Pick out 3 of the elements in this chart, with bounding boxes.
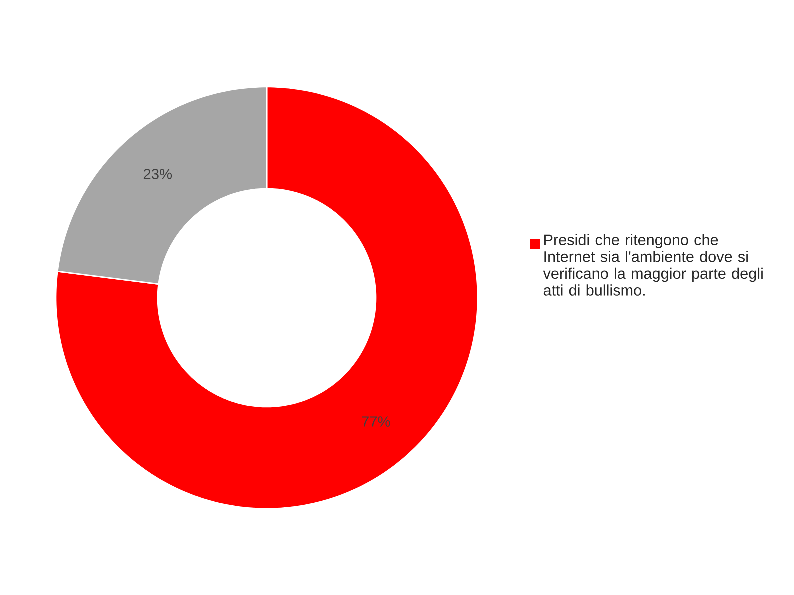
data-label: 23% [144, 169, 172, 180]
legend-label: Presidi che ritengono che Internet sia l'ambiente dove si verificano la maggior parte degli atti di bullismo. [543, 234, 763, 296]
data-label: 77% [362, 416, 390, 427]
